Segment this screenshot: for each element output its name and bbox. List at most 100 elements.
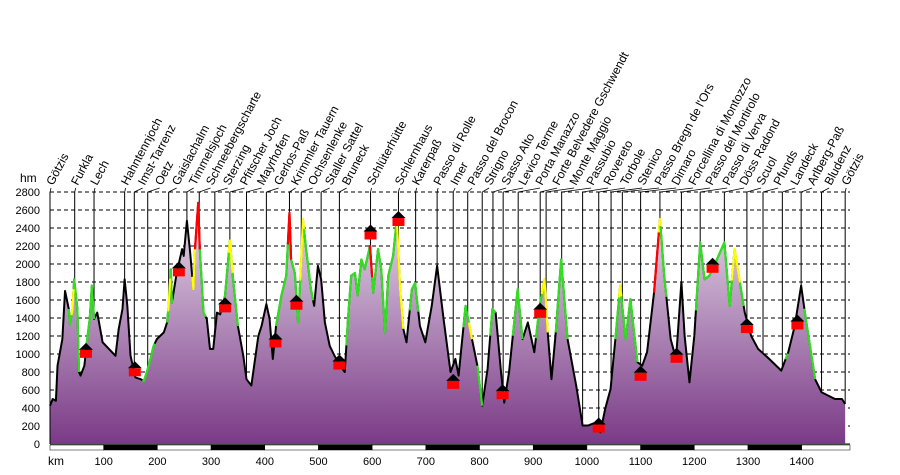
trail-segment-hard bbox=[368, 244, 374, 278]
trail-segment-medium bbox=[618, 284, 623, 298]
hut-roof bbox=[78, 342, 93, 350]
km-scale-bar-segment bbox=[318, 444, 373, 451]
trail-segment-easy bbox=[85, 284, 96, 347]
trail-segment-medium bbox=[191, 249, 197, 291]
hut-roof bbox=[790, 314, 805, 322]
profile-area bbox=[49, 201, 847, 444]
hut-body bbox=[269, 339, 282, 348]
hut-icon bbox=[127, 361, 142, 377]
trail-segment-easy bbox=[554, 258, 569, 340]
trail-segment-medium bbox=[395, 218, 405, 329]
waypoint-leader-line bbox=[199, 187, 211, 193]
y-tick-label: 1800 bbox=[16, 277, 40, 289]
y-tick-label: 2800 bbox=[16, 187, 40, 199]
x-tick-label: 500 bbox=[309, 456, 327, 468]
trail-segment-medium bbox=[299, 217, 306, 281]
hut-body bbox=[706, 264, 719, 273]
hut-icon bbox=[633, 365, 648, 381]
hut-icon bbox=[289, 294, 304, 310]
km-scale-bar-segment bbox=[49, 444, 104, 451]
hut-roof bbox=[633, 365, 648, 373]
y-tick-label: 2000 bbox=[16, 259, 40, 271]
hut-roof bbox=[289, 294, 304, 302]
waypoint-leader-line bbox=[214, 187, 228, 193]
hut-body bbox=[219, 304, 232, 313]
km-scale-bar-segment bbox=[801, 444, 851, 451]
trail-segment-medium bbox=[227, 239, 234, 273]
trail-segment-hard bbox=[652, 232, 660, 293]
hut-roof bbox=[705, 257, 720, 265]
waypoint-leader-line bbox=[482, 187, 490, 193]
waypoint-leader-line bbox=[540, 187, 558, 193]
waypoint-leader-line bbox=[762, 187, 779, 193]
y-tick-label: 600 bbox=[22, 385, 40, 397]
trail-segment-medium bbox=[467, 322, 474, 340]
waypoint-leader-line bbox=[503, 187, 524, 193]
waypoint-leader-line bbox=[844, 187, 847, 193]
hut-body bbox=[634, 372, 647, 381]
waypoint-leader-line bbox=[186, 187, 194, 193]
y-tick-label: 2600 bbox=[16, 205, 40, 217]
y-tick-label: 1400 bbox=[16, 313, 40, 325]
y-tick-label: 1000 bbox=[16, 349, 40, 361]
hut-roof bbox=[495, 384, 510, 392]
x-tick-label: 100 bbox=[95, 456, 113, 468]
trail-segment-easy bbox=[476, 365, 484, 406]
hut-body bbox=[670, 354, 683, 363]
hut-body bbox=[791, 321, 804, 330]
waypoint-leader-line bbox=[546, 187, 575, 193]
hut-roof bbox=[127, 361, 142, 369]
waypoint-label: Götzis bbox=[43, 151, 71, 188]
trail-segment-easy bbox=[274, 244, 289, 327]
trail-segment-medium bbox=[730, 248, 742, 283]
x-axis-label: km bbox=[48, 454, 64, 468]
trail-segment-medium bbox=[70, 289, 75, 316]
hut-roof bbox=[363, 224, 378, 232]
x-tick-label: 300 bbox=[202, 456, 220, 468]
hut-body bbox=[496, 391, 509, 400]
y-tick-label: 0 bbox=[34, 439, 40, 451]
waypoint-leader-line bbox=[415, 187, 418, 193]
x-tick-label: 1100 bbox=[629, 456, 653, 468]
elevation-fill bbox=[50, 202, 846, 444]
waypoint-leader-line bbox=[700, 187, 728, 193]
km-scale-bar-segment bbox=[640, 444, 695, 451]
hut-icon bbox=[669, 347, 684, 363]
hut-icon bbox=[171, 261, 186, 277]
hut-roof bbox=[446, 373, 461, 381]
km-scale-bar-segment bbox=[532, 444, 588, 451]
hut-roof bbox=[391, 211, 406, 218]
x-tick-label: 1300 bbox=[736, 456, 760, 468]
hut-body bbox=[290, 301, 303, 310]
hut-roof bbox=[171, 261, 186, 269]
waypoint-leader-line bbox=[561, 187, 592, 193]
trail-segment-easy bbox=[511, 288, 524, 340]
waypoint-leader-line bbox=[320, 187, 330, 193]
hut-icon bbox=[739, 318, 754, 334]
hut-roof bbox=[739, 318, 754, 326]
waypoint-leader-line bbox=[147, 187, 160, 193]
hut-icon bbox=[446, 373, 461, 389]
waypoint-leader-line bbox=[582, 187, 609, 193]
waypoint-leader-line bbox=[492, 187, 507, 193]
hut-roof bbox=[268, 332, 283, 340]
waypoint-leader-line bbox=[74, 187, 77, 193]
waypoint-lines bbox=[49, 192, 846, 429]
km-scale-bar-segment bbox=[694, 444, 749, 451]
hut-roof bbox=[533, 302, 548, 310]
x-tick-label: 600 bbox=[363, 456, 381, 468]
axes: 0 200 400 600 800 1000 1200 1400 1600 1800 2000 220… bbox=[16, 187, 851, 468]
waypoint-leader-line bbox=[452, 187, 456, 193]
hut-body bbox=[592, 424, 605, 433]
km-scale-bar-segment bbox=[264, 444, 319, 451]
hut-icon bbox=[78, 342, 93, 358]
waypoint-leader-line bbox=[782, 187, 796, 193]
trail-segment-medium bbox=[657, 217, 662, 233]
waypoint-leader-line bbox=[724, 187, 745, 193]
waypoint-leader-line bbox=[598, 187, 626, 193]
waypoint-leader-line bbox=[622, 187, 660, 193]
waypoint-leader-line bbox=[467, 187, 473, 193]
waypoint-leader-line bbox=[229, 187, 245, 193]
trail-segment-easy bbox=[462, 304, 470, 328]
waypoint-leader-line bbox=[436, 187, 439, 193]
